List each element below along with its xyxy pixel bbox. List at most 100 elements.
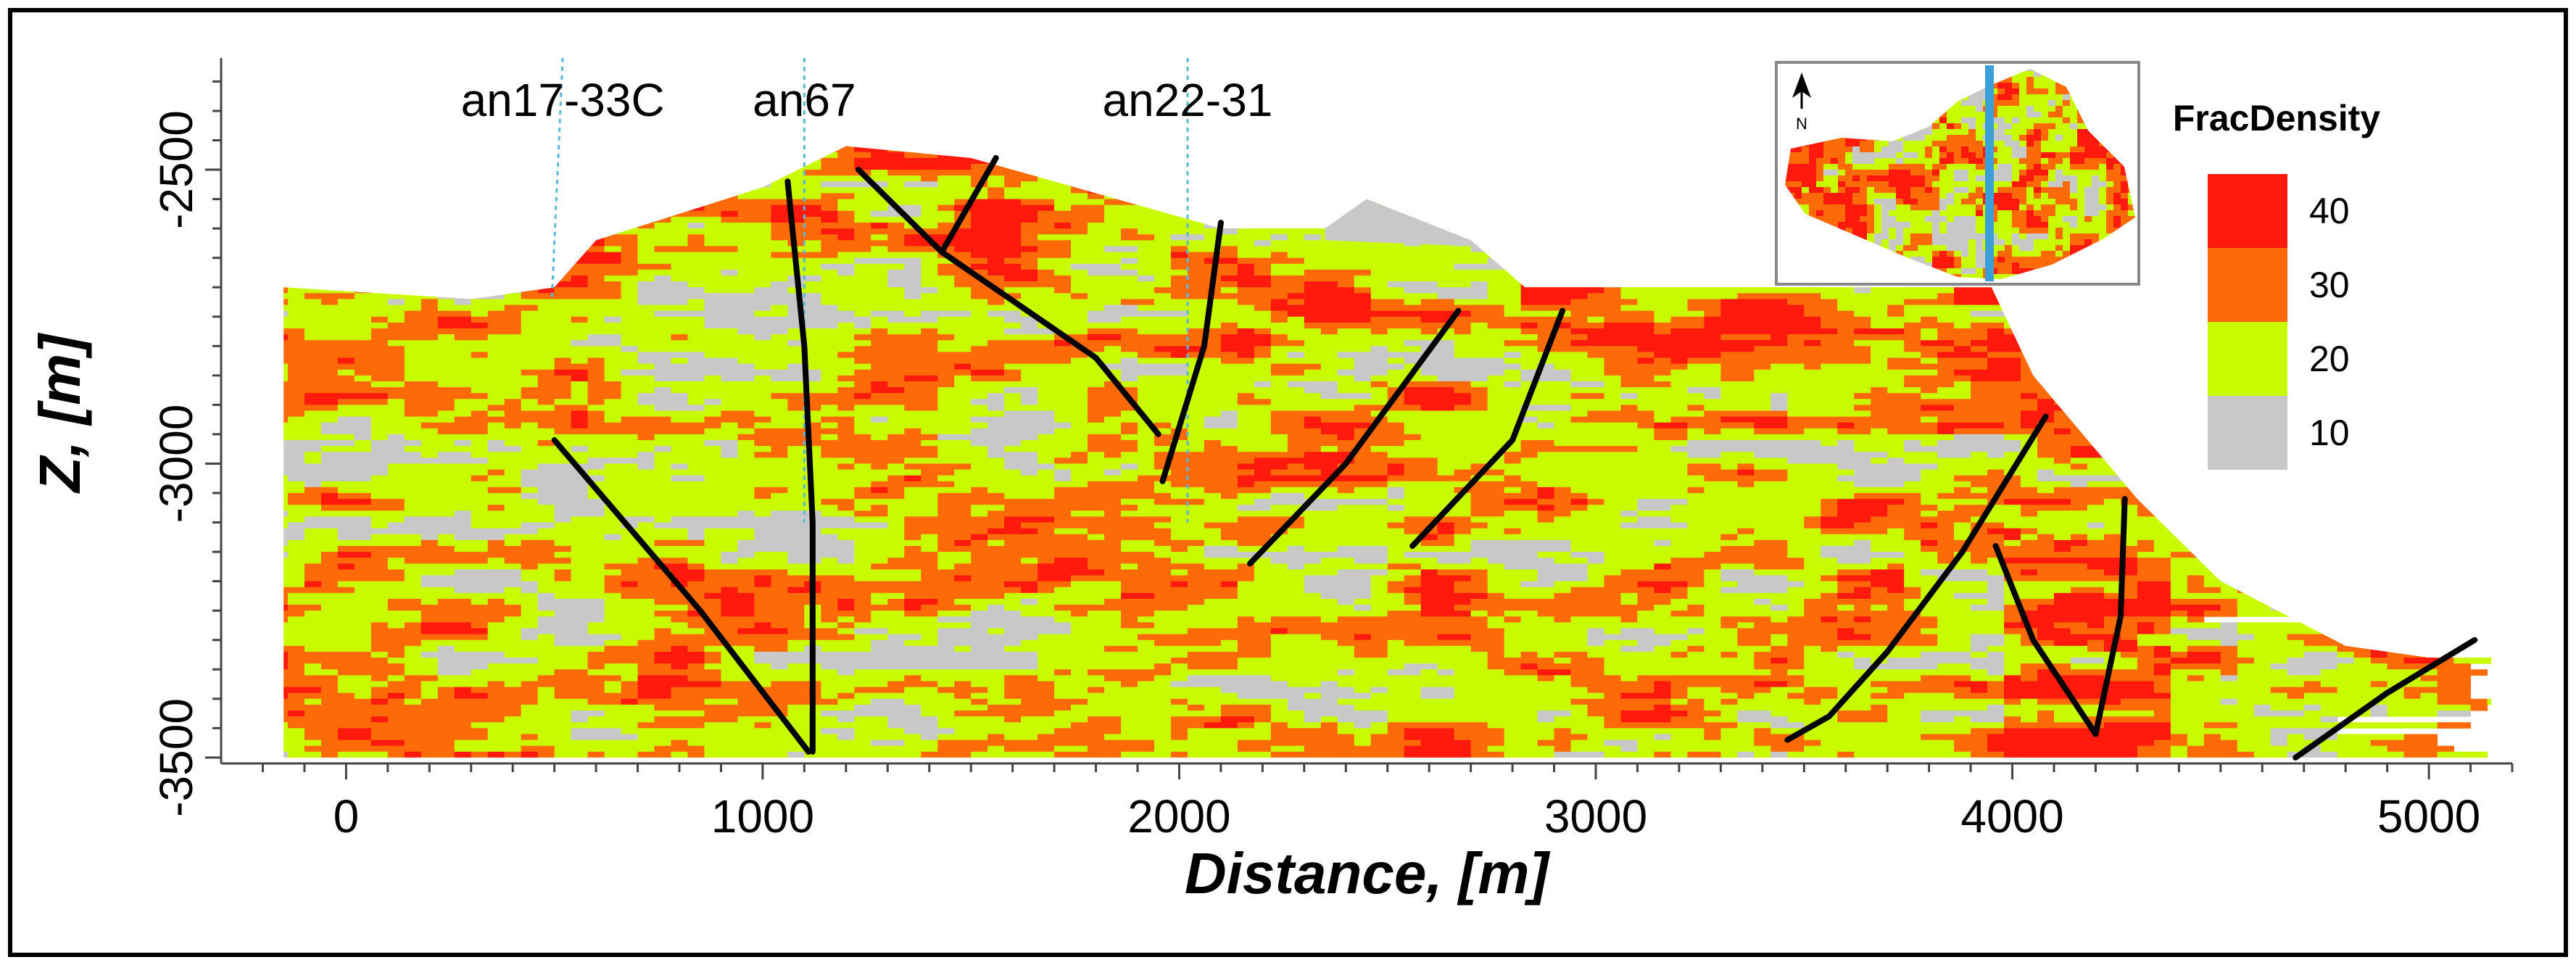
density-cell: [1337, 569, 1388, 576]
density-cell: [1337, 669, 1355, 676]
density-cell: [1854, 663, 1938, 670]
density-cell: [1737, 528, 1755, 535]
density-cell: [454, 334, 489, 341]
density-cell: [687, 393, 771, 399]
density-cell: [1138, 563, 1205, 570]
density-cell: [1787, 422, 1838, 429]
density-cell: [1237, 399, 1272, 405]
density-cell: [921, 751, 972, 758]
density-cell: [287, 375, 355, 382]
density-cell: [1270, 628, 1288, 635]
density-cell: [283, 305, 422, 312]
density-cell: [283, 322, 389, 329]
density-cell: [1954, 369, 2021, 376]
density-cell: [1004, 369, 1022, 376]
density-cell: [1187, 734, 1272, 741]
density-cell: [404, 622, 422, 629]
density-cell: [1220, 357, 1255, 365]
density-cell: [854, 269, 888, 276]
density-cell: [1670, 704, 1705, 711]
density-cell: [571, 575, 605, 582]
density-cell: [537, 528, 688, 535]
density-cell: [2004, 698, 2021, 705]
density-cell: [1104, 363, 1188, 370]
density-cell: [320, 605, 389, 611]
density-cell: [283, 363, 289, 370]
density-cell: [1354, 605, 1372, 611]
density-cell: [1570, 381, 1604, 388]
density-cell: [1587, 493, 1855, 500]
density-cell: [637, 223, 655, 229]
density-cell: [1071, 469, 1105, 476]
density-cell: [1054, 416, 1088, 423]
density-cell: [1687, 587, 1721, 594]
density-cell: [1071, 240, 1255, 247]
density-cell: [1304, 587, 1372, 594]
density-cell: [1387, 687, 1422, 694]
density-cell: [871, 505, 888, 511]
density-cell: [887, 716, 938, 723]
density-cell: [1554, 616, 1572, 623]
density-cell: [2270, 687, 2338, 694]
density-cell: [1787, 658, 1805, 664]
density-cell: [971, 463, 1005, 471]
density-cell: [2021, 616, 2105, 623]
density-cell: [1771, 393, 1788, 399]
density-cell: [787, 558, 821, 564]
density-cell: [1038, 558, 1055, 564]
density-cell: [1237, 299, 1272, 306]
density-cell: [1604, 639, 1638, 647]
density-cell: [437, 452, 472, 458]
density-cell: [1570, 669, 1604, 676]
density-cell: [837, 463, 855, 471]
density-cell: [337, 728, 372, 734]
density-cell: [1187, 704, 1205, 711]
density-cell: [854, 493, 905, 500]
density-cell: [1821, 516, 1871, 523]
density-cell: [687, 663, 705, 670]
density-cell: [1871, 569, 1905, 576]
density-cell: [1937, 634, 1971, 641]
density-cell: [804, 216, 821, 223]
density-cell: [854, 310, 871, 318]
density-cell: [337, 405, 405, 411]
density-cell: [1504, 340, 1572, 347]
density-cell: [1887, 363, 1988, 370]
density-cell: [1337, 728, 1388, 734]
density-cell: [1804, 645, 1821, 653]
density-cell: [2037, 605, 2221, 611]
density-cell: [1687, 645, 1705, 653]
density-cell: [2203, 610, 2238, 617]
density-cell: [971, 552, 1155, 558]
density-cell: [487, 352, 639, 359]
density-cell: [1287, 299, 1305, 306]
density-cell: [2220, 587, 2238, 594]
density-cell: [621, 534, 688, 541]
density-cell: [987, 698, 1022, 705]
density-cell: [304, 698, 322, 705]
density-cell: [1804, 605, 1838, 611]
density-cell: [937, 610, 972, 617]
density-cell: [404, 310, 472, 318]
density-cell: [2153, 663, 2171, 670]
density-cell: [1154, 622, 1238, 629]
density-cell: [2337, 734, 2405, 741]
density-cell: [937, 387, 1005, 394]
density-cell: [954, 381, 1105, 388]
density-cell: [1554, 745, 1572, 753]
density-cell: [1104, 569, 1172, 576]
density-cell: [1071, 628, 1188, 635]
density-cell: [487, 628, 522, 635]
density-cell: [1404, 587, 1455, 594]
density-cell: [787, 363, 805, 370]
density-cell: [1637, 346, 1755, 352]
density-cell: [887, 634, 922, 641]
density-cell: [1170, 722, 1205, 729]
density-cell: [837, 375, 905, 382]
density-cell: [871, 170, 888, 176]
density-cell: [987, 745, 1005, 753]
density-cell: [704, 416, 771, 423]
density-cell: [1737, 651, 1755, 658]
density-cell: [937, 405, 988, 411]
density-cell: [671, 387, 838, 394]
